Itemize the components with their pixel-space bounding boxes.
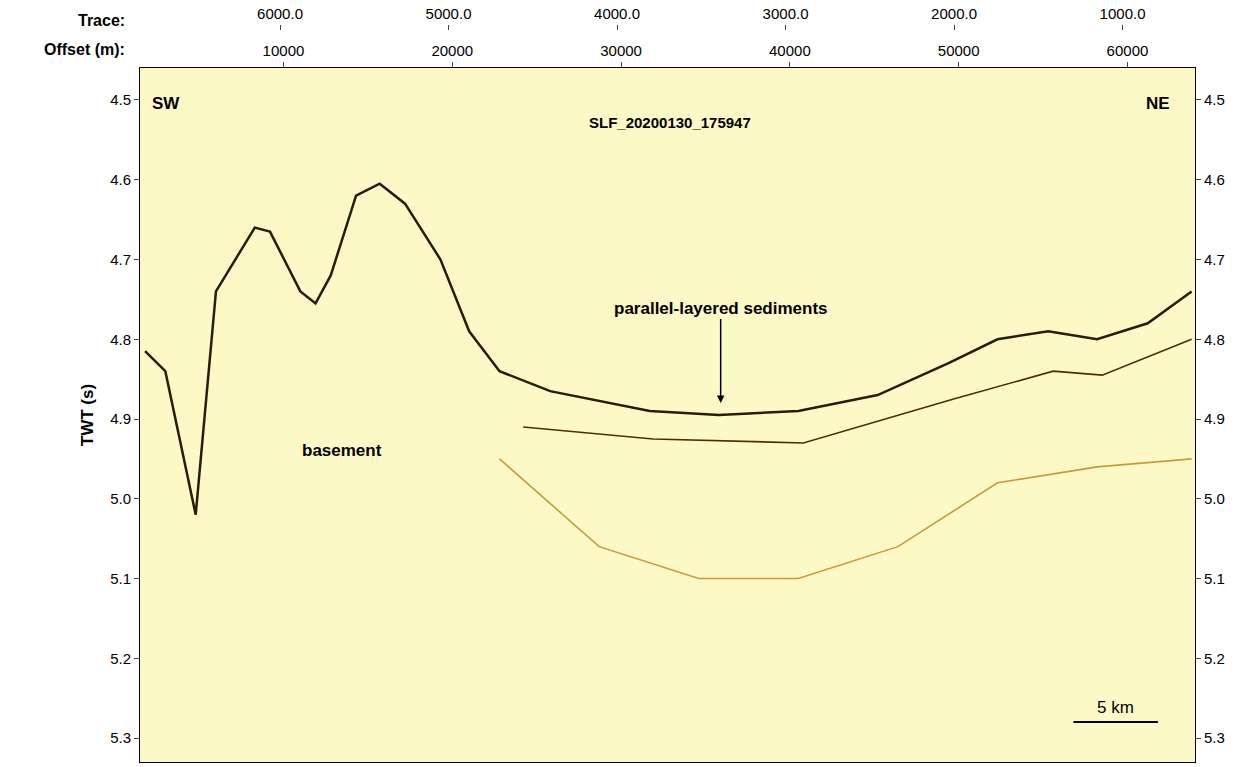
svg-text:5.3: 5.3 xyxy=(110,729,131,746)
svg-text:basement: basement xyxy=(302,441,382,460)
svg-text:5.0: 5.0 xyxy=(1204,490,1225,507)
svg-text:30000: 30000 xyxy=(600,42,642,59)
svg-text:4.5: 4.5 xyxy=(110,91,131,108)
svg-text:50000: 50000 xyxy=(938,42,980,59)
svg-text:4.8: 4.8 xyxy=(1204,331,1225,348)
svg-text:4.9: 4.9 xyxy=(1204,410,1225,427)
svg-text:5.3: 5.3 xyxy=(1204,729,1225,746)
svg-text:4.7: 4.7 xyxy=(1204,251,1225,268)
svg-text:5.1: 5.1 xyxy=(1204,570,1225,587)
svg-text:5 km: 5 km xyxy=(1097,698,1134,717)
svg-text:4000.0: 4000.0 xyxy=(594,5,640,22)
svg-text:4.7: 4.7 xyxy=(110,251,131,268)
svg-text:5.0: 5.0 xyxy=(110,490,131,507)
svg-text:4.5: 4.5 xyxy=(1204,91,1225,108)
svg-text:SW: SW xyxy=(152,94,180,113)
svg-text:TWT (s): TWT (s) xyxy=(78,384,97,446)
svg-text:6000.0: 6000.0 xyxy=(257,5,303,22)
svg-text:Trace:: Trace: xyxy=(78,12,125,29)
svg-text:5.2: 5.2 xyxy=(1204,650,1225,667)
svg-text:3000.0: 3000.0 xyxy=(763,5,809,22)
svg-text:2000.0: 2000.0 xyxy=(931,5,977,22)
svg-text:4.6: 4.6 xyxy=(110,171,131,188)
svg-text:Offset (m):: Offset (m): xyxy=(44,41,125,58)
svg-text:SLF_20200130_175947: SLF_20200130_175947 xyxy=(589,114,751,131)
svg-text:40000: 40000 xyxy=(769,42,811,59)
svg-text:NE: NE xyxy=(1146,94,1170,113)
svg-text:4.9: 4.9 xyxy=(110,410,131,427)
svg-text:10000: 10000 xyxy=(263,42,305,59)
svg-text:20000: 20000 xyxy=(431,42,473,59)
svg-text:1000.0: 1000.0 xyxy=(1100,5,1146,22)
svg-text:4.6: 4.6 xyxy=(1204,171,1225,188)
svg-text:5.2: 5.2 xyxy=(110,650,131,667)
svg-text:4.8: 4.8 xyxy=(110,331,131,348)
svg-text:5000.0: 5000.0 xyxy=(426,5,472,22)
svg-text:5.1: 5.1 xyxy=(110,570,131,587)
svg-text:60000: 60000 xyxy=(1107,42,1149,59)
svg-text:parallel-layered sediments: parallel-layered sediments xyxy=(614,299,828,318)
